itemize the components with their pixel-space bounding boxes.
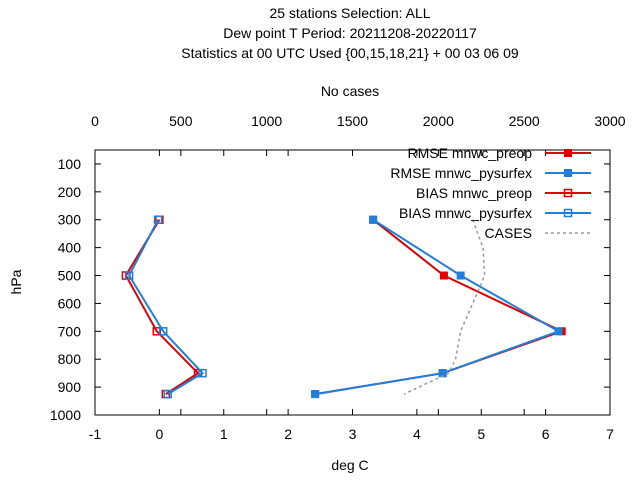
series-line [315,218,565,396]
legend-entry: BIAS mnwc_pysurfex [399,205,591,221]
series-line [124,219,200,395]
data-point [564,149,572,157]
top-axis-tick-label: 3000 [594,113,625,129]
top-axis-tick-label: 1500 [337,113,368,129]
top-axis-tick-label: 2000 [423,113,454,129]
y-axis-tick-label: 400 [58,240,82,256]
y-axis-tick-label: 900 [58,379,82,395]
plot-frame [94,149,611,416]
x-axis-tick-label: 7 [606,426,614,442]
legend-label: BIAS mnwc_preop [416,185,532,201]
x-axis-tick-label: 1 [220,426,228,442]
x-axis-label: deg C [331,457,368,473]
title-line: 25 stations Selection: ALL [269,5,430,21]
legend-entry: RMSE mnwc_preop [408,145,591,161]
legend: RMSE mnwc_preop RMSE mnwc_pysurfex BIAS mn… [390,145,591,241]
data-point [158,327,168,336]
data-point [163,389,172,399]
series-layer [121,215,566,399]
series-bias-mnwc-preop [121,215,203,399]
top-axis-label: No cases [321,83,379,99]
series-rmse-mnwc-preop [311,215,566,399]
data-point [563,208,573,218]
top-axis-tick-label: 0 [91,113,99,129]
x-axis-tick-label: -1 [89,426,102,442]
y-axis-tick-label: 1000 [50,407,81,423]
legend-label: RMSE mnwc_pysurfex [390,165,532,181]
top-axis-tick-label: 1000 [251,113,282,129]
series-line [127,219,205,395]
y-axis: 100 200 300 400 500 600 700 800 900 1000 hPa [8,156,610,423]
top-axis-tick-label: 500 [169,113,193,129]
series-line [315,218,561,396]
series-rmse-mnwc-pysurfex [311,215,563,399]
data-point [564,169,572,177]
data-point [563,188,573,198]
series-bias-mnwc-pysurfex [124,215,207,399]
y-axis-tick-label: 100 [58,156,82,172]
data-point [311,390,320,399]
data-point [439,271,448,280]
top-axis-tick-label: 2500 [509,113,540,129]
x-axis-tick-label: 3 [349,426,357,442]
legend-entry: BIAS mnwc_preop [416,185,591,201]
data-point [369,215,378,224]
data-point [124,271,134,280]
legend-label: RMSE mnwc_preop [408,145,533,161]
y-axis-tick-label: 300 [58,212,82,228]
data-point [456,271,465,280]
title-line: Dew point T Period: 20211208-20220117 [223,25,477,41]
x-axis-tick-label: 5 [477,426,485,442]
series-line [403,219,486,395]
x-axis: -1 0 1 2 3 4 5 6 7 deg C [89,150,614,473]
y-axis-tick-label: 200 [58,184,82,200]
title-line: Statistics at 00 UTC Used {00,15,18,21} … [181,45,519,61]
x-axis-tick-label: 6 [542,426,550,442]
y-axis-tick-label: 600 [58,295,82,311]
x-axis-tick-label: 0 [155,426,163,442]
top-axis: No cases 0 500 1000 1500 2000 2500 3000 [91,83,626,415]
series-cases [403,219,486,395]
legend-label: BIAS mnwc_pysurfex [399,205,532,221]
y-axis-label: hPa [8,269,24,294]
x-axis-tick-label: 2 [284,426,292,442]
legend-entry: RMSE mnwc_pysurfex [390,165,591,181]
data-point [198,368,207,378]
x-axis-tick-label: 4 [413,426,421,442]
data-point [554,327,563,336]
y-axis-tick-label: 500 [58,268,82,284]
legend-label: CASES [485,225,532,241]
y-axis-tick-label: 800 [58,351,82,367]
legend-entry: CASES [485,225,591,241]
data-point [153,215,163,224]
chart-title: 25 stations Selection: ALL Dew point T Pe… [181,5,519,61]
y-axis-tick-label: 700 [58,323,82,339]
